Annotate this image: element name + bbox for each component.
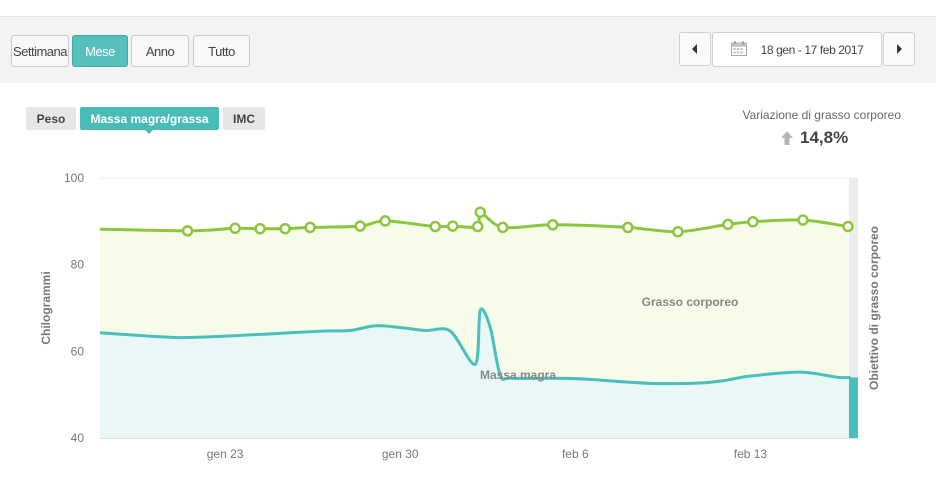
range-button-week[interactable]: Settimana [11,35,69,67]
lean-mass-goal-bar [849,377,858,438]
fat-mass-point [379,215,391,227]
date-range-picker[interactable]: 18 gen - 17 feb 2017 [712,32,882,67]
range-button-month[interactable]: Mese [72,35,128,67]
active-tab-caret [144,129,154,134]
fat-mass-point [429,220,441,233]
y-tick-label: 40 [71,431,85,445]
fat-mass-point [722,218,734,231]
fat-mass-point [842,220,854,233]
body-fat-variation-label: Variazione di grasso corporeo [742,108,901,122]
y-axis-label: Chilogrammi [39,271,53,344]
lean-mass-line [99,307,851,386]
fat-mass-point [547,219,559,231]
range-button-year[interactable]: Anno [131,35,189,67]
fat-mass-point [672,225,684,238]
fat-mass-point [474,206,487,218]
chart-labels: Grasso corporeo Massa magra [480,295,738,382]
toolbar: Settimana Mese Anno Tutto 18 gen - 17 fe… [0,16,936,83]
chevron-right-icon [897,44,902,54]
lean-mass-annotation: Massa magra [480,368,556,382]
body-fat-variation: 14,8% [781,128,848,148]
x-tick-label: feb 6 [562,447,589,461]
fat-mass-annotation: Grasso corporeo [642,295,739,309]
y-tick-label: 100 [64,171,84,185]
y-tick-label: 80 [71,258,85,272]
body-fat-variation-value: 14,8% [800,128,849,147]
previous-period-button[interactable] [679,32,711,66]
y2-axis-label: Obiettivo di grasso corporeo [867,226,881,390]
fat-mass-point [747,216,759,228]
fat-mass-point [354,220,366,232]
next-period-button[interactable] [883,32,915,66]
fat-mass-point [797,214,809,226]
chevron-left-icon [692,44,697,54]
tab-lean-fat-mass[interactable]: Massa magra/grassa [80,107,219,130]
fat-mass-point [304,221,316,234]
x-tick-label: feb 13 [734,447,768,461]
range-button-all[interactable]: Tutto [193,35,250,67]
chart-markers [181,206,854,238]
goal-band [849,178,858,438]
fat-mass-point [229,222,241,235]
fat-mass-point [622,221,634,234]
fat-mass-point [279,222,291,235]
fat-mass-point [254,222,266,235]
tab-weight[interactable]: Peso [26,107,76,130]
calendar-icon [730,40,747,59]
x-tick-label: gen 30 [382,447,419,461]
lean-mass-area [100,308,851,438]
chart-areas [100,212,858,438]
date-range-text: 18 gen - 17 feb 2017 [760,42,864,57]
chart-axes: 40 60 80 100 gen 23 gen 30 feb 6 feb 13 Chilogra… [39,171,881,461]
fat-mass-point [446,220,459,232]
arrow-up-icon [781,131,793,145]
x-tick-label: gen 23 [207,447,244,461]
fat-mass-point [497,221,509,234]
fat-mass-point [471,220,484,233]
fat-mass-point [181,225,194,237]
tab-bmi[interactable]: IMC [223,107,265,130]
y-tick-label: 60 [71,344,85,358]
